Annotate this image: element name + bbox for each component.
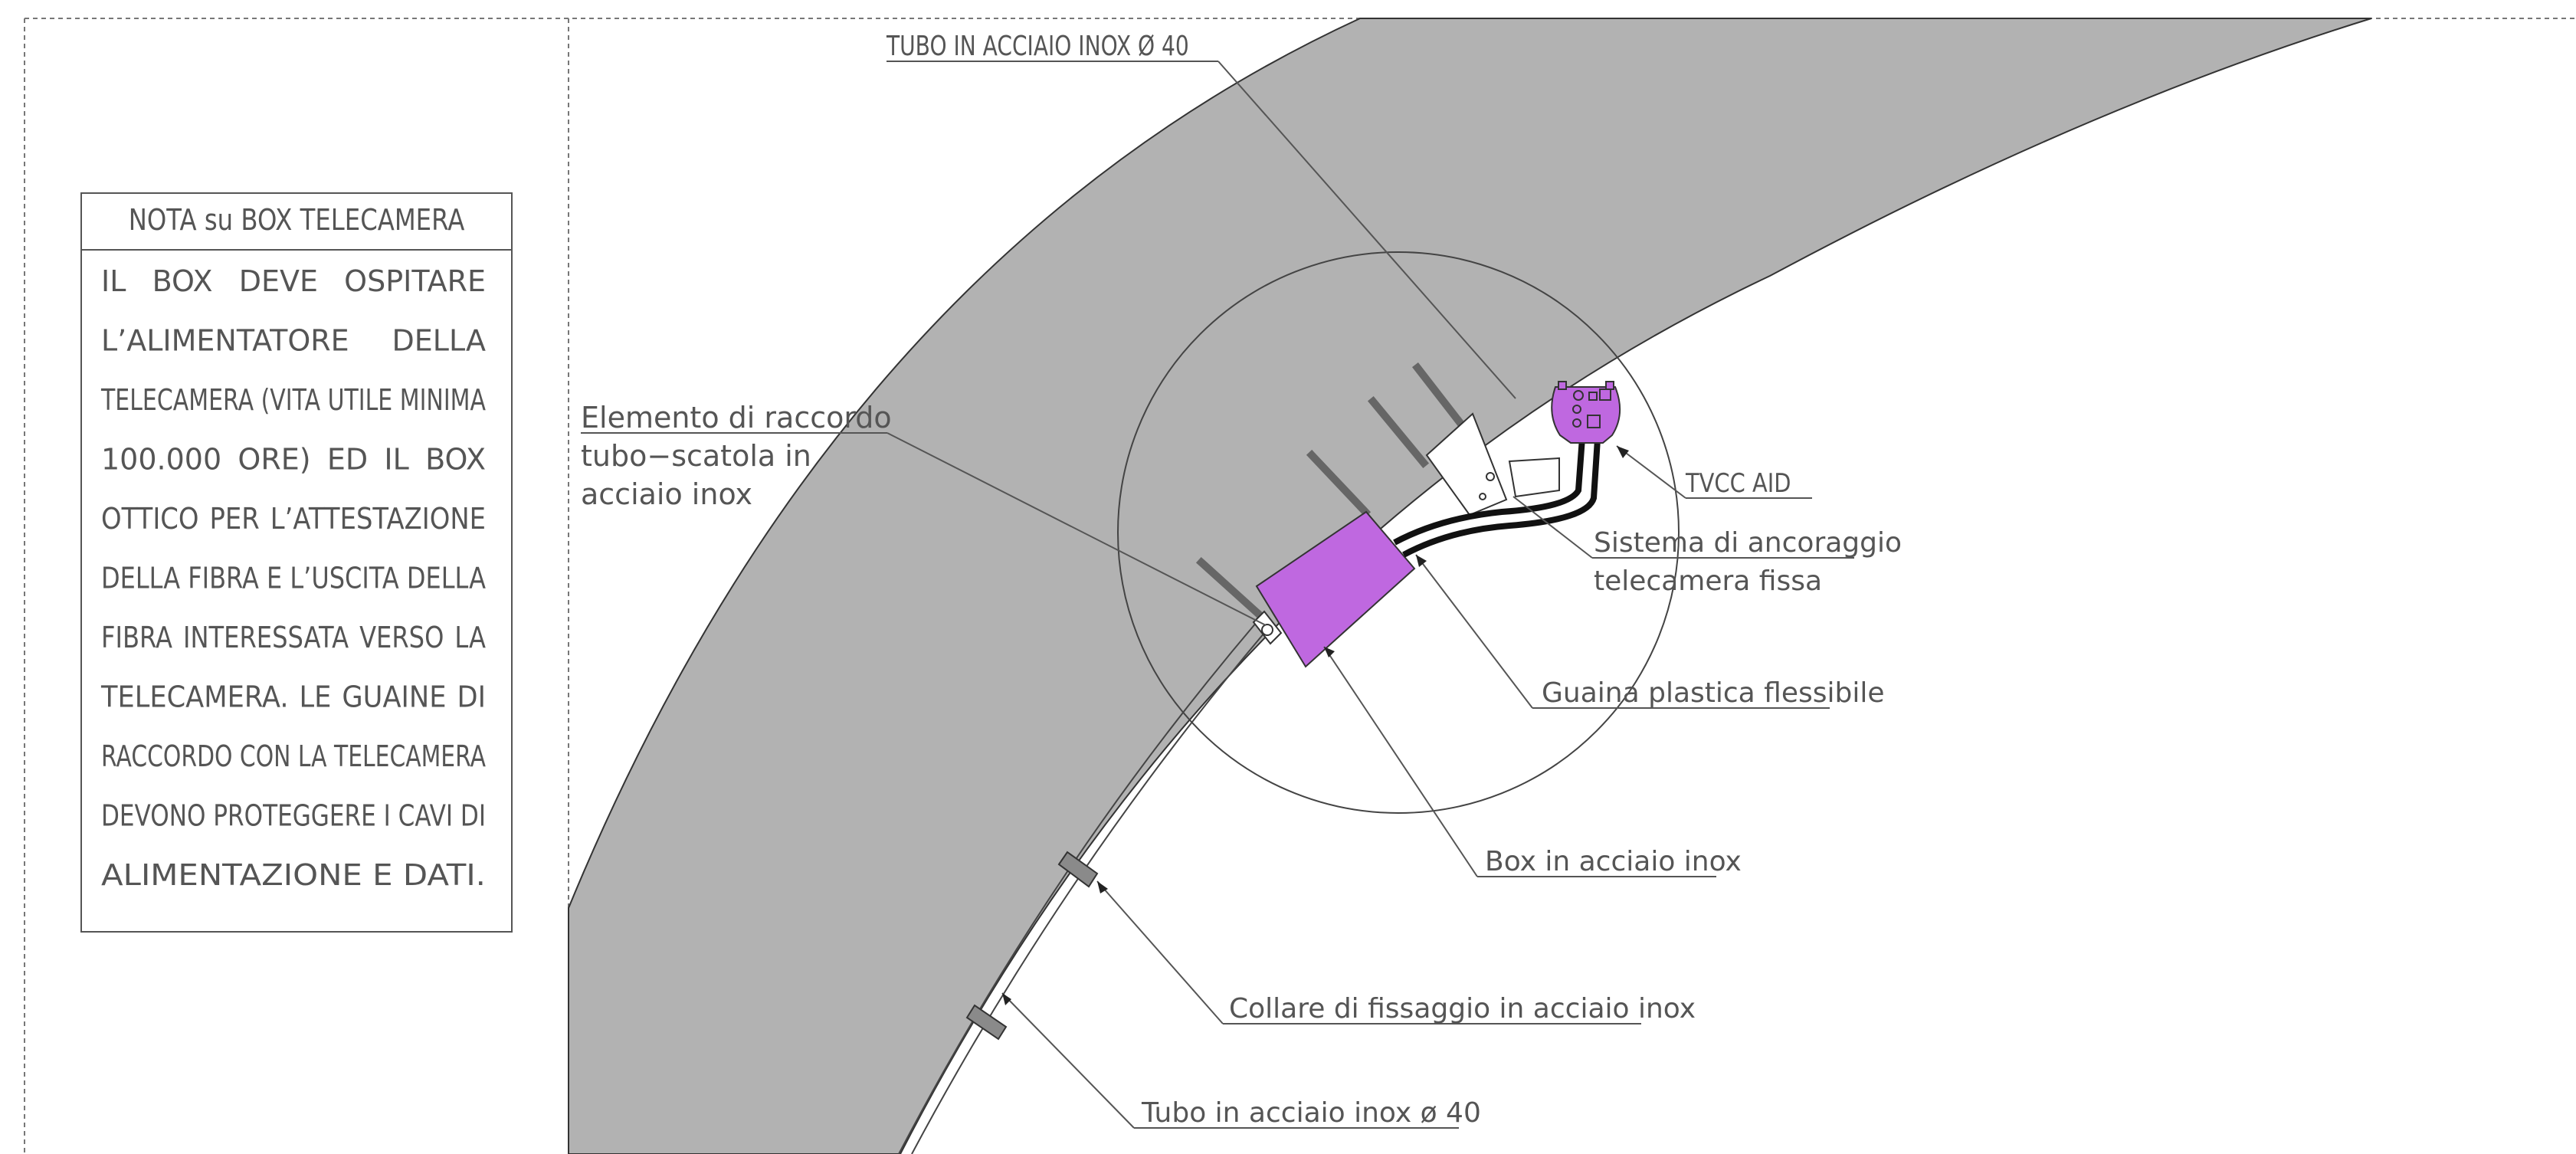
tube-box-fitting — [1252, 610, 1283, 645]
note-word: DELLA FIBRA E L’USCITA DELLA — [101, 562, 486, 595]
note-word: TELECAMERA. — [100, 680, 288, 714]
note-word: 100.000 — [101, 443, 221, 477]
note-word: FIBRA — [101, 621, 172, 654]
note-word: PER — [210, 502, 260, 536]
note-line: OTTICO PER L’ATTESTAZIONE — [101, 502, 486, 536]
note-word: ALIMENTAZIONE E DATI. — [101, 858, 486, 892]
note-word: DELLA — [392, 324, 486, 358]
note-word: DI — [457, 680, 486, 714]
note-word: VERSO — [359, 621, 444, 654]
note-word: L’ALIMENTATORE — [101, 324, 349, 358]
note-box: NOTA su BOX TELECAMERA IL BOX DEVE OSPITARE… — [80, 192, 513, 933]
note-word: GUAINE — [342, 680, 446, 714]
note-line: L’ALIMENTATORE DELLA — [101, 324, 486, 358]
note-word: LE — [300, 680, 332, 714]
label-elemento-line3: acciaio inox — [581, 477, 752, 511]
note-line: DELLA FIBRA E L’USCITA DELLA — [101, 562, 486, 595]
label-guaina: Guaina plastica flessibile — [1542, 677, 1885, 709]
label-box: Box in acciaio inox — [1485, 846, 1742, 877]
detail-circle — [1117, 251, 1680, 814]
stainless-box — [1255, 510, 1416, 668]
note-word: IL — [101, 264, 126, 298]
label-elemento-line2: tubo−scatola in — [581, 439, 811, 473]
anchor-bolt — [1195, 362, 1471, 625]
cctv-camera — [1551, 381, 1621, 444]
note-word: ED — [327, 443, 368, 477]
stainless-tube-inner — [898, 621, 1257, 1154]
label-elemento-line1: Elemento di raccordo — [581, 401, 892, 434]
note-word: OSPITARE — [344, 264, 486, 298]
note-word: BOX — [152, 264, 213, 298]
note-body: IL BOX DEVE OSPITARE L’ALIMENTATORE DELLA TELE… — [100, 264, 486, 892]
leader-arrowheads — [1002, 446, 1629, 1005]
flexible-sheath — [1393, 427, 1601, 558]
note-word: RACCORDO CON LA TELECAMERA — [101, 739, 486, 773]
tunnel-wall — [568, 18, 2372, 1154]
note-line: DEVONO PROTEGGERE I CAVI DI — [101, 799, 486, 833]
note-word: TELECAMERA (VITA UTILE MINIMA — [100, 383, 486, 417]
label-sistema-line2: telecamera fissa — [1594, 566, 1822, 597]
note-title: NOTA su BOX TELECAMERA — [129, 204, 465, 238]
note-word: INTERESSATA — [183, 621, 349, 654]
label-tvcc: TVCC AID — [1685, 469, 1791, 499]
note-line: ALIMENTAZIONE E DATI. — [101, 858, 486, 892]
note-word: DEVE — [239, 264, 318, 298]
note-word: OTTICO — [101, 502, 199, 536]
note-word: IL — [384, 443, 408, 477]
note-line: 100.000 ORE) ED IL BOX — [101, 443, 486, 477]
label-tubo-bottom: Tubo in acciaio inox ø 40 — [1141, 1097, 1481, 1129]
label-tubo-top: TUBO IN ACCIAIO INOX Ø 40 — [886, 30, 1189, 62]
label-sistema-line1: Sistema di ancoraggio — [1594, 527, 1902, 559]
note-line: IL BOX DEVE OSPITARE — [101, 264, 486, 298]
note-word: DEVONO PROTEGGERE I CAVI DI — [101, 799, 486, 833]
note-line: FIBRA INTERESSATA VERSO LA — [101, 621, 486, 654]
label-collare: Collare di fissaggio in acciaio inox — [1229, 993, 1696, 1025]
note-word: L’ATTESTAZIONE — [270, 502, 486, 536]
fixing-collar — [965, 1004, 1008, 1041]
note-word: LA — [454, 621, 486, 654]
note-word: ORE) — [238, 443, 310, 477]
note-word: BOX — [425, 443, 486, 477]
note-line: RACCORDO CON LA TELECAMERA — [101, 739, 486, 773]
stainless-tube — [911, 628, 1269, 1154]
fixing-collar — [1057, 851, 1099, 888]
note-line: TELECAMERA (VITA UTILE MINIMA — [100, 383, 486, 417]
camera-mount-bracket — [1425, 412, 1560, 516]
leader-lines — [581, 61, 1854, 1129]
note-line: TELECAMERA. LE GUAINE DI — [100, 680, 486, 714]
